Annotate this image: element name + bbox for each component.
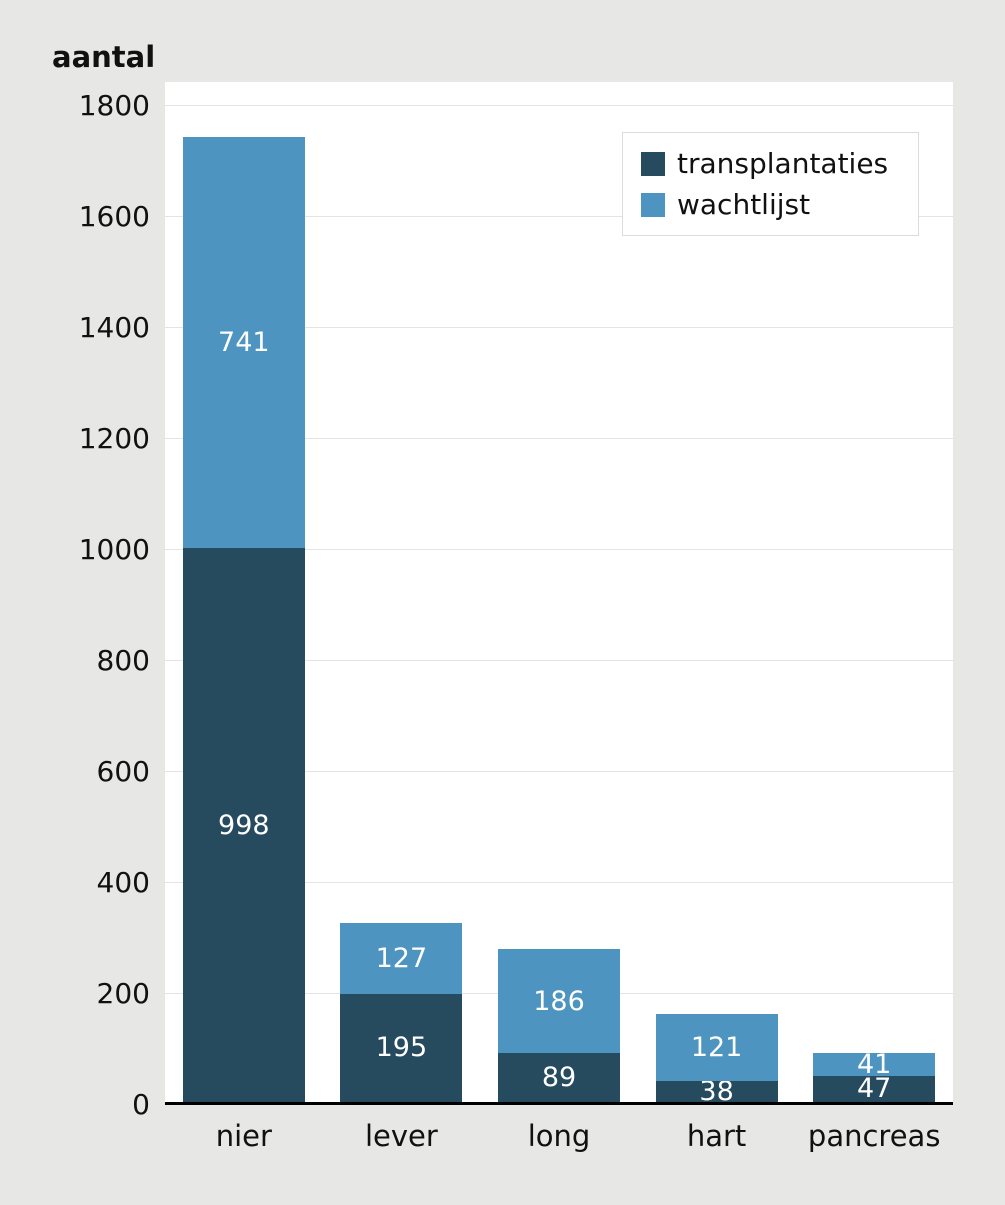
bar-value-label: 47 — [857, 1073, 892, 1105]
gridline — [165, 105, 953, 106]
bar-segment-wachtlijst: 127 — [340, 923, 463, 994]
bar-value-label: 89 — [541, 1061, 577, 1093]
y-tick-label: 1200 — [78, 422, 150, 455]
y-axis-title: aantal — [52, 40, 156, 74]
bar-value-label: 121 — [690, 1031, 743, 1063]
x-axis-label-nier: nier — [215, 1119, 272, 1153]
bar-segment-wachtlijst: 121 — [655, 1013, 778, 1081]
bar-value-label: 195 — [375, 1032, 428, 1064]
bar-group-long: 89 186 — [498, 949, 620, 1102]
bar-segment-wachtlijst: 186 — [498, 949, 620, 1053]
gridline — [165, 549, 953, 550]
gridline — [165, 882, 953, 883]
y-tick-label: 1400 — [78, 311, 150, 344]
bar-segment-transplantaties: 47 — [813, 1073, 936, 1105]
bar-value-label: 998 — [218, 809, 270, 841]
bar-value-label: 741 — [218, 327, 270, 358]
bar-segment-transplantaties: 195 — [340, 993, 463, 1102]
y-tick-label: 400 — [96, 866, 150, 899]
bar-group-hart: 38 121 — [655, 1013, 778, 1107]
y-tick-label: 200 — [96, 977, 150, 1010]
bar-segment-wachtlijst: 741 — [182, 136, 305, 549]
legend-item-transplantaties: transplantaties — [641, 147, 896, 180]
bar-segment-transplantaties: 38 — [655, 1075, 778, 1107]
legend-label-transplantaties: transplantaties — [677, 147, 889, 180]
legend: transplantaties wachtlijst — [622, 132, 919, 236]
x-axis-label-pancreas: pancreas — [807, 1119, 941, 1153]
gridline — [165, 771, 953, 772]
bar-value-label: 127 — [375, 943, 428, 975]
y-tick-label: 0 — [132, 1088, 150, 1121]
bar-segment-transplantaties: 998 — [182, 548, 305, 1102]
bar-value-label: 38 — [699, 1075, 734, 1107]
gridline — [165, 216, 953, 217]
gridline — [165, 327, 953, 328]
x-axis-line — [165, 1102, 953, 1105]
y-tick-label: 800 — [96, 644, 150, 677]
y-tick-label: 1800 — [78, 89, 150, 122]
plot-area: 998 741 195 127 89 186 38 121 47 41 transplantati… — [165, 82, 953, 1105]
bar-group-nier: 998 741 — [182, 136, 305, 1102]
legend-swatch-wachtlijst — [641, 192, 665, 217]
legend-label-wachtlijst: wachtlijst — [677, 188, 811, 221]
bar-group-lever: 195 127 — [340, 923, 463, 1102]
bar-segment-transplantaties: 89 — [498, 1052, 620, 1102]
bar-group-pancreas: 47 41 — [813, 1049, 936, 1105]
x-axis-label-lever: lever — [364, 1119, 438, 1153]
gridline — [165, 660, 953, 661]
legend-swatch-transplantaties — [641, 151, 665, 176]
x-axis-label-hart: hart — [686, 1119, 747, 1153]
bar-value-label: 41 — [857, 1049, 892, 1081]
x-axis-label-long: long — [527, 1119, 591, 1153]
bar-value-label: 186 — [533, 985, 585, 1017]
gridline — [165, 438, 953, 439]
legend-item-wachtlijst: wachtlijst — [641, 188, 896, 221]
y-tick-label: 600 — [96, 755, 150, 788]
bar-segment-wachtlijst: 41 — [813, 1049, 936, 1081]
y-tick-label: 1000 — [78, 533, 150, 566]
y-tick-label: 1600 — [78, 200, 150, 233]
